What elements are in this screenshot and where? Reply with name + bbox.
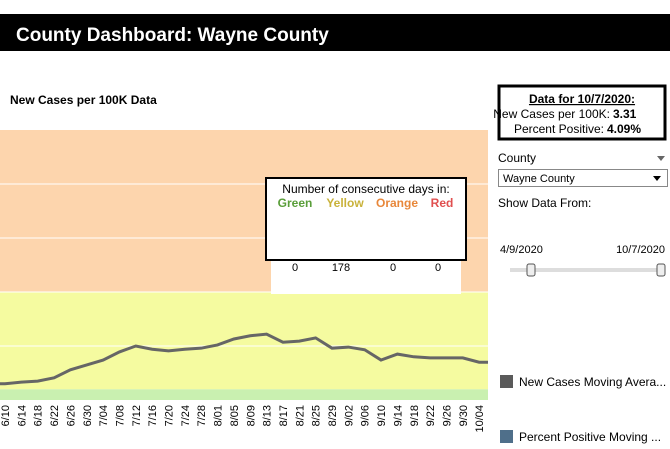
range-start: 4/9/2020 <box>500 244 543 256</box>
x-tick-label: 9/30 <box>458 405 470 426</box>
box-bg <box>271 260 461 294</box>
x-tick-label: 8/25 <box>311 405 323 426</box>
series-line <box>0 332 488 386</box>
x-tick-label: 6/26 <box>65 405 77 426</box>
x-tick-label: 7/24 <box>180 405 192 426</box>
x-tick-label: 8/13 <box>262 405 274 426</box>
slider-track <box>510 268 660 272</box>
county-label: County <box>498 151 536 165</box>
legend-swatch <box>500 430 513 443</box>
info-label: New Cases per 100K: <box>493 107 610 121</box>
x-tick-label: 8/29 <box>327 405 339 426</box>
info-title: Data for 10/7/2020: <box>529 92 635 106</box>
x-tick-label: 8/01 <box>213 405 225 426</box>
info-label: Percent Positive: <box>514 122 604 136</box>
slider-handle[interactable] <box>656 263 666 277</box>
x-tick-label: 6/30 <box>82 405 94 426</box>
x-tick-label: 6/22 <box>49 405 61 426</box>
x-tick-label: 8/17 <box>278 405 290 426</box>
county-dropdown[interactable] <box>498 169 668 187</box>
header-title: County Dashboard: Wayne County <box>16 25 329 46</box>
x-tick-label: 7/16 <box>147 405 159 426</box>
x-tick-label: 9/18 <box>409 405 421 426</box>
county-value: Wayne County <box>503 173 575 185</box>
x-tick-label: 9/26 <box>441 405 453 426</box>
chart-title: New Cases per 100K Data <box>10 93 157 107</box>
range-end: 10/7/2020 <box>616 244 665 256</box>
x-tick-label: 9/22 <box>425 405 437 426</box>
info-value: 4.09% <box>607 122 641 136</box>
x-tick-label: 6/14 <box>16 405 28 426</box>
box-frame <box>265 177 467 261</box>
zone-band <box>0 389 488 400</box>
dropdown-arrow <box>653 176 661 181</box>
x-tick-label: 9/02 <box>343 405 355 426</box>
days-value: 178 <box>332 262 350 274</box>
x-tick-label: 7/20 <box>164 405 176 426</box>
x-tick-label: 8/09 <box>245 405 257 426</box>
x-tick-label: 7/08 <box>114 405 126 426</box>
legend-label: Percent Positive Moving ... <box>519 430 661 444</box>
range-label: Show Data From: <box>498 196 591 210</box>
zone-band <box>0 292 488 390</box>
days-label: Red <box>431 196 454 210</box>
x-tick-label: 8/05 <box>229 405 241 426</box>
header-bar <box>0 14 670 51</box>
info-value: 3.31 <box>613 107 637 121</box>
x-tick-label: 6/18 <box>33 405 45 426</box>
x-tick-label: 6/10 <box>0 405 12 426</box>
x-tick-label: 9/14 <box>392 405 404 426</box>
days-title: Number of consecutive days in: <box>282 182 449 196</box>
x-tick-label: 7/28 <box>196 405 208 426</box>
days-value: 0 <box>292 262 298 274</box>
days-value: 0 <box>435 262 441 274</box>
days-label: Green <box>278 196 313 210</box>
info-box <box>497 84 667 141</box>
days-label: Orange <box>376 196 418 210</box>
x-tick-label: 9/06 <box>360 405 372 426</box>
legend-swatch <box>500 375 513 388</box>
days-box: Number of consecutive days in: <box>265 177 467 294</box>
menu-arrow[interactable] <box>657 156 665 161</box>
x-tick-label: 7/04 <box>98 405 110 426</box>
x-tick-label: 9/10 <box>376 405 388 426</box>
days-value: 0 <box>390 262 396 274</box>
x-tick-label: 8/21 <box>294 405 306 426</box>
x-tick-label: 10/04 <box>474 405 486 433</box>
days-label: Yellow <box>326 196 364 210</box>
x-tick-label: 7/12 <box>131 405 143 426</box>
slider-handle[interactable] <box>526 263 536 277</box>
legend-label: New Cases Moving Avera... <box>519 375 666 389</box>
